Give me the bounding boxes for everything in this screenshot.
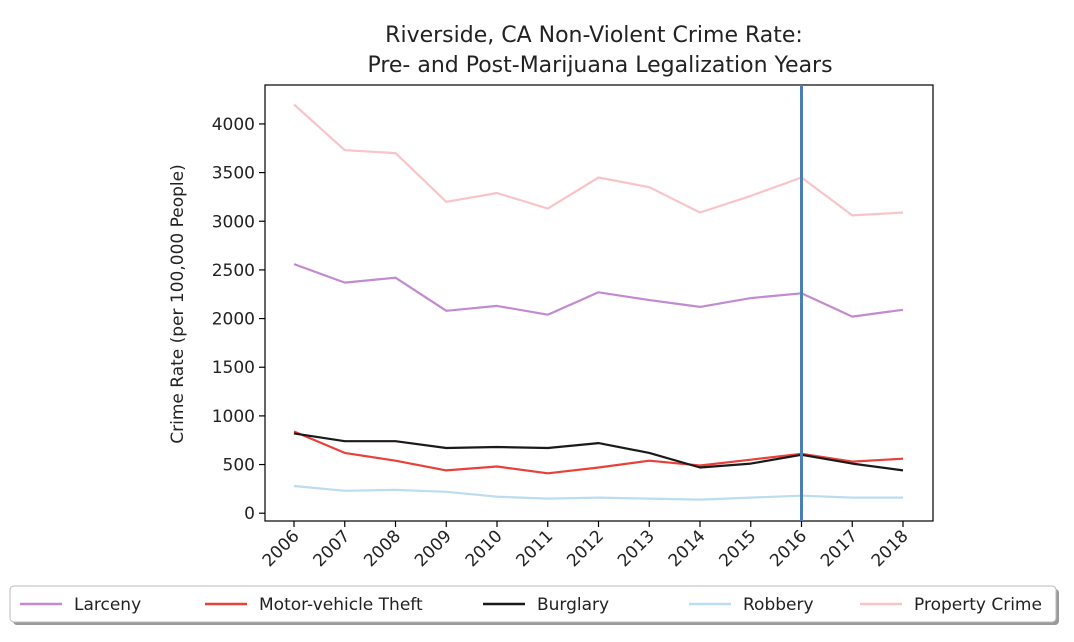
series-line-motor-vehicle-theft xyxy=(293,430,904,475)
chart-title-line2: Pre- and Post-Marijuana Legalization Yea… xyxy=(367,53,832,78)
y-tick-label: 1000 xyxy=(212,407,255,427)
x-tick-label: 2009 xyxy=(411,526,456,571)
y-tick-label: 500 xyxy=(223,456,255,476)
x-tick-label: 2017 xyxy=(817,526,862,571)
x-tick-label: 2018 xyxy=(868,526,913,571)
x-tick-label: 2014 xyxy=(665,526,710,571)
series-line-burglary xyxy=(293,432,904,472)
legend-label: Burglary xyxy=(537,595,609,615)
y-tick-label: 1500 xyxy=(212,358,255,378)
x-tick-label: 2011 xyxy=(513,526,558,571)
x-tick-label: 2007 xyxy=(310,526,355,571)
legend-label: Larceny xyxy=(74,595,141,615)
y-tick-label: 3500 xyxy=(212,164,255,184)
series-line-larceny xyxy=(293,263,904,318)
legend-label: Robbery xyxy=(743,595,814,615)
legend-label: Property Crime xyxy=(914,595,1042,615)
x-tick-label: 2010 xyxy=(462,526,507,571)
y-tick-label: 4000 xyxy=(212,115,255,135)
x-tick-label: 2012 xyxy=(563,526,608,571)
series-line-property-crime xyxy=(293,103,904,217)
x-tick-label: 2015 xyxy=(716,526,761,571)
plot-area: 0 500 1000 1500 2000 2500 3000 3500 4000 2006 2007… xyxy=(212,84,934,571)
x-tick-label: 2006 xyxy=(259,526,304,571)
chart-title-line1: Riverside, CA Non-Violent Crime Rate: xyxy=(385,23,803,48)
series-line-robbery xyxy=(293,484,903,501)
y-tick-label: 3000 xyxy=(212,212,255,232)
x-tick-label: 2016 xyxy=(766,526,811,571)
x-tick-label: 2013 xyxy=(614,526,659,571)
y-tick-label: 2000 xyxy=(212,310,255,330)
y-tick-label: 2500 xyxy=(212,261,255,281)
legend: Larceny Motor-vehicle Theft Burglary Robber… xyxy=(9,585,1059,625)
y-tick-label: 0 xyxy=(244,504,255,524)
legend-label: Motor-vehicle Theft xyxy=(259,595,423,615)
x-tick-label: 2008 xyxy=(360,526,405,571)
legend-box xyxy=(9,585,1057,623)
y-axis-label: Crime Rate (per 100,000 People) xyxy=(168,164,188,443)
